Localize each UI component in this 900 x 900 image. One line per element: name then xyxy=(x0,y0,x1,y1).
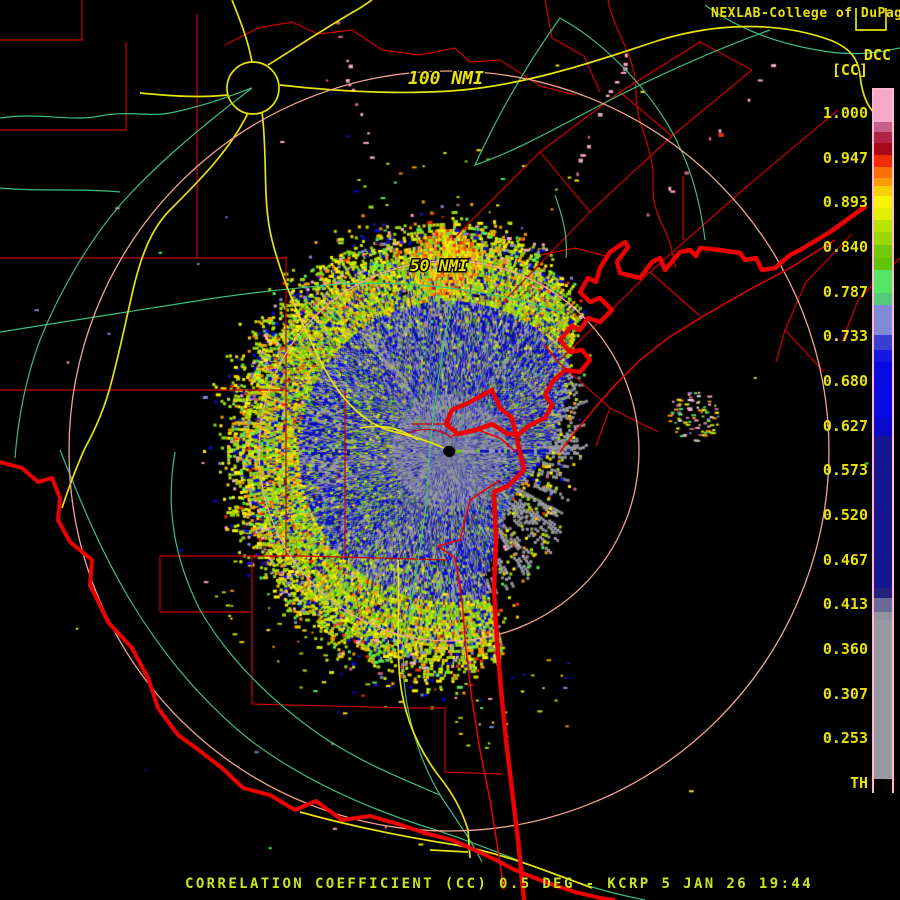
color-scale-tick: 0.520 xyxy=(822,506,868,525)
color-scale-segment xyxy=(874,155,892,167)
color-scale-segment xyxy=(874,620,892,779)
color-scale-segment xyxy=(874,436,892,588)
color-scale-tick: 0.840 xyxy=(822,238,868,256)
color-scale-tick: 0.733 xyxy=(822,327,868,346)
color-scale-segment xyxy=(874,598,892,612)
color-scale-segment xyxy=(874,143,892,155)
color-scale-segment xyxy=(874,293,892,305)
color-scale-segment xyxy=(874,350,892,362)
color-scale-segment xyxy=(874,232,892,245)
color-scale-segment xyxy=(874,779,892,793)
color-scale-tick: 0.680 xyxy=(822,372,868,391)
color-scale-segment xyxy=(874,270,892,293)
ring-label-50nmi: 50 NMI xyxy=(410,256,468,275)
range-rings xyxy=(68,70,830,832)
color-scale-tick: 0.573 xyxy=(822,461,868,480)
color-scale-segment xyxy=(874,588,892,598)
color-scale-segment xyxy=(874,196,892,208)
color-scale-tick: 0.360 xyxy=(822,640,868,659)
highways-yellow xyxy=(61,0,895,889)
product-caption: CORRELATION COEFFICIENT (CC) 0.5 DEG - K… xyxy=(185,876,814,892)
color-scale-bar xyxy=(872,88,894,793)
color-scale-segment xyxy=(874,258,892,270)
color-scale-segment xyxy=(874,132,892,143)
color-scale-segment xyxy=(874,90,892,122)
range-ring-50nmi xyxy=(258,260,640,642)
color-scale-segment xyxy=(874,418,892,436)
color-scale-segment xyxy=(874,612,892,620)
color-scale-tick: 0.947 xyxy=(822,148,868,167)
page-title: NEXLAB-College of DuPage xyxy=(711,6,900,21)
color-scale-tick: TH xyxy=(849,774,868,793)
color-scale-segment xyxy=(874,362,892,418)
color-scale-tick: 0.787 xyxy=(822,282,868,301)
color-scale-segment xyxy=(874,178,892,186)
color-scale-segment xyxy=(874,335,892,350)
color-scale-segment xyxy=(874,245,892,258)
color-scale-segment xyxy=(874,220,892,232)
color-scale-tick: 1.000 xyxy=(822,104,868,122)
color-scale-tick: 0.467 xyxy=(822,550,868,569)
color-scale-segment xyxy=(874,208,892,220)
color-scale-tick: 0.893 xyxy=(822,193,868,212)
color-scale-tick: 0.307 xyxy=(822,684,868,703)
range-ring-100nmi xyxy=(68,70,830,832)
color-scale-segment xyxy=(874,167,892,178)
color-scale-segment xyxy=(874,186,892,196)
color-scale-tick: 0.413 xyxy=(822,595,868,614)
color-scale-tick: 0.253 xyxy=(822,729,868,748)
color-scale-tick: 0.627 xyxy=(822,416,868,435)
color-scale-segment xyxy=(874,122,892,132)
product-unit: [CC] xyxy=(831,61,868,79)
color-scale-segment xyxy=(874,305,892,335)
coastline xyxy=(0,204,868,900)
highways-green xyxy=(0,4,900,900)
county-boundaries xyxy=(0,0,900,775)
ring-label-100nmi: 100 NMI xyxy=(408,68,484,89)
product-code: DCC xyxy=(863,46,891,64)
radar-site-dot xyxy=(443,446,453,456)
